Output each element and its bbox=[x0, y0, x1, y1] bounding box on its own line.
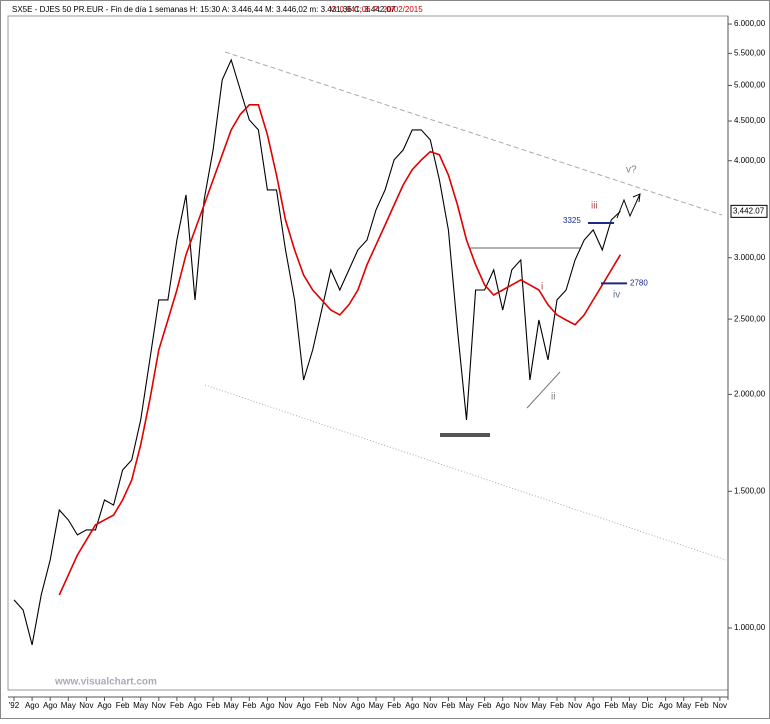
y-tick-label: 5.000,00 bbox=[734, 81, 766, 90]
x-tick-label: May bbox=[224, 701, 239, 710]
y-tick-label: 4.000,00 bbox=[734, 156, 766, 165]
wave-label: iv bbox=[613, 290, 620, 301]
last-price-label: 3,442.07 bbox=[733, 206, 765, 215]
y-tick-label: 6.000,00 bbox=[734, 19, 766, 28]
x-tick-label: Ago bbox=[496, 701, 511, 710]
x-tick-label: Feb bbox=[604, 701, 618, 710]
series-line bbox=[13, 58, 621, 646]
wave-ii-line bbox=[526, 371, 561, 409]
x-tick-label: Nov bbox=[79, 701, 93, 710]
y-tick-label: 2.500,00 bbox=[734, 314, 766, 323]
projection-arrow bbox=[616, 193, 641, 219]
x-tick-label: Ago bbox=[260, 701, 275, 710]
x-tick-label: Feb bbox=[442, 701, 456, 710]
x-tick-label: Nov bbox=[713, 701, 727, 710]
x-tick-label: May bbox=[622, 701, 637, 710]
x-tick-label: Ago bbox=[43, 701, 58, 710]
y-tick-label: 5.500,00 bbox=[734, 48, 766, 57]
x-tick-label: Dic bbox=[642, 701, 654, 710]
x-tick-label: May bbox=[61, 701, 76, 710]
x-tick-label: May bbox=[133, 701, 148, 710]
x-tick-label: May bbox=[531, 701, 546, 710]
x-tick-label: Nov bbox=[514, 701, 528, 710]
x-tick-label: Ago bbox=[25, 701, 40, 710]
series-line bbox=[58, 104, 622, 596]
x-tick-label: Feb bbox=[116, 701, 130, 710]
x-tick-label: '92 bbox=[9, 701, 20, 710]
wave-label: v? bbox=[626, 165, 637, 176]
x-tick-label: May bbox=[459, 701, 474, 710]
upper-trendline bbox=[224, 51, 723, 216]
x-tick-label: Feb bbox=[478, 701, 492, 710]
y-tick-label: 3.000,00 bbox=[734, 253, 766, 262]
x-tick-label: Feb bbox=[242, 701, 256, 710]
level-label: 3325 bbox=[563, 216, 581, 225]
x-tick-label: Feb bbox=[206, 701, 220, 710]
wave-label: iii bbox=[591, 201, 598, 212]
x-tick-label: Feb bbox=[170, 701, 184, 710]
x-tick-label: Feb bbox=[315, 701, 329, 710]
header-extra: V: 0,941,06 P: 20/02/2015 bbox=[330, 5, 423, 14]
x-tick-label: Ago bbox=[405, 701, 420, 710]
x-tick-label: Nov bbox=[278, 701, 292, 710]
x-tick-label: Nov bbox=[568, 701, 582, 710]
x-tick-label: May bbox=[676, 701, 691, 710]
y-tick-label: 2.000,00 bbox=[734, 389, 766, 398]
x-tick-label: Ago bbox=[188, 701, 203, 710]
x-tick-label: Nov bbox=[152, 701, 166, 710]
x-tick-label: Nov bbox=[423, 701, 437, 710]
y-tick-label: 1.500,00 bbox=[734, 486, 766, 495]
watermark: www.visualchart.com bbox=[54, 677, 157, 688]
x-tick-label: May bbox=[368, 701, 383, 710]
last-price-box bbox=[730, 204, 768, 218]
level-label: 2780 bbox=[630, 278, 648, 287]
x-tick-label: Ago bbox=[296, 701, 311, 710]
arrow-head bbox=[632, 193, 641, 203]
x-tick-label: Feb bbox=[550, 701, 564, 710]
x-tick-label: Nov bbox=[333, 701, 347, 710]
y-tick-label: 4.500,00 bbox=[734, 116, 766, 125]
header: SX5E - DJES 50 PR.EUR - Fin de día 1 sem… bbox=[12, 5, 396, 14]
x-tick-label: Feb bbox=[695, 701, 709, 710]
wave-label: ii bbox=[551, 392, 555, 403]
x-tick-label: Ago bbox=[658, 701, 673, 710]
x-tick-label: Ago bbox=[586, 701, 601, 710]
x-tick-label: Ago bbox=[97, 701, 112, 710]
wave-label: i bbox=[541, 282, 543, 293]
y-tick-label: 1.000,00 bbox=[734, 623, 766, 632]
x-tick-label: Feb bbox=[387, 701, 401, 710]
x-tick-label: Ago bbox=[351, 701, 366, 710]
